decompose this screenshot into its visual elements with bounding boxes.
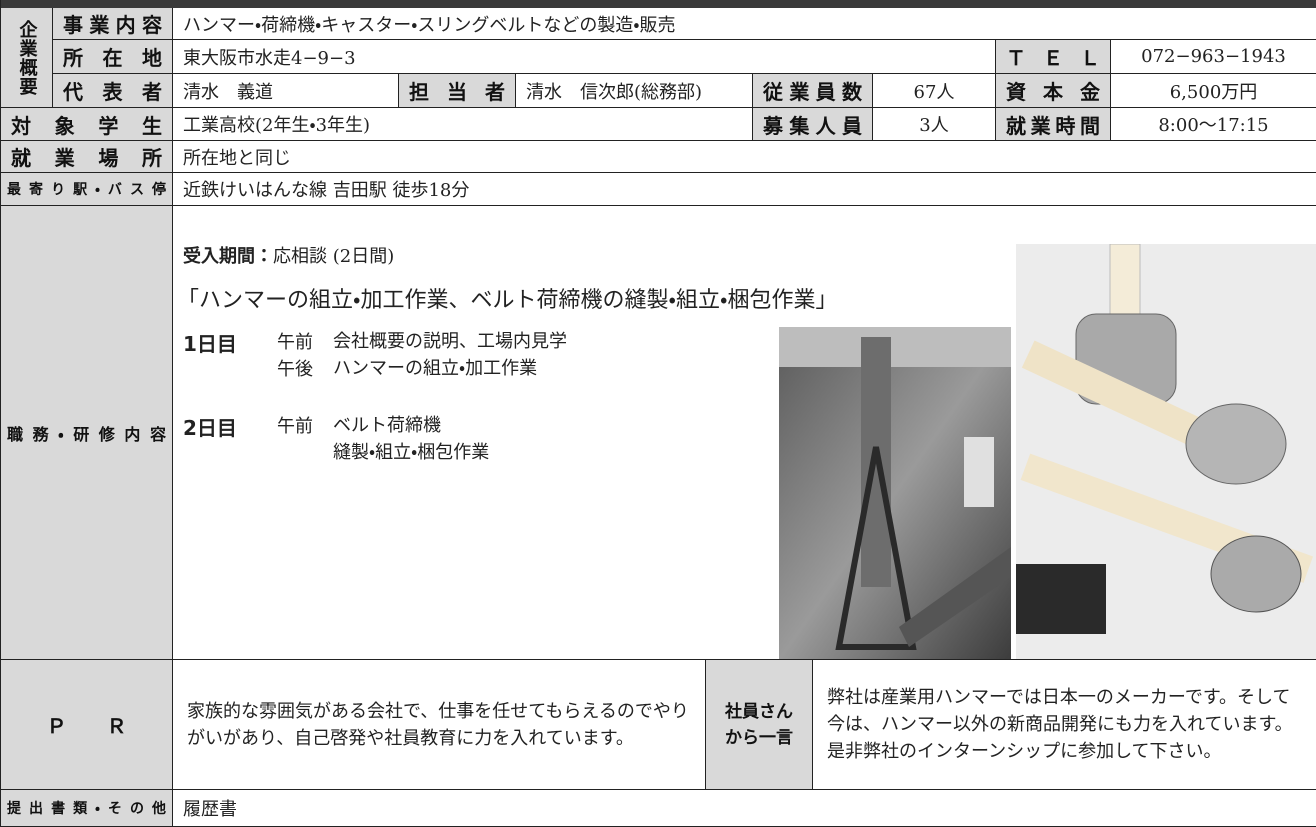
label: Ｐ Ｒ: [1, 660, 173, 790]
value: ハンマー・荷締機・キャスター・スリングベルトなどの製造・販売: [173, 8, 1316, 40]
label: 募集人員: [753, 108, 873, 141]
value: 工業高校(2年生・3年生): [173, 108, 753, 141]
label-text: 資本金: [1006, 80, 1100, 104]
label-text: 募集人員: [763, 113, 862, 138]
header-bar: [1, 0, 1316, 8]
label: 最寄り駅・バス停: [1, 173, 173, 206]
value: 東大阪市水走4−9−3: [173, 40, 996, 74]
label: 従業員数: [753, 74, 873, 108]
label: 代表者: [53, 74, 173, 108]
label: 事業内容: [53, 8, 173, 40]
time: 午前: [277, 416, 313, 437]
day-label: 2日目: [183, 416, 237, 440]
label-text: 提出書類・その他: [7, 801, 166, 817]
label-text: 最寄り駅・バス停: [7, 182, 166, 198]
label-text: 代表者: [63, 80, 162, 104]
label: 職務・研修内容: [1, 206, 173, 660]
period-label: 受入期間：: [183, 246, 273, 267]
label: 対象学生: [1, 108, 173, 141]
section-label: 企業概要: [1, 8, 53, 108]
value: 弊社は産業用ハンマーでは日本一のメーカーです。そして今は、ハンマー以外の新商品開…: [813, 660, 1316, 790]
task: ハンマーの組立・加工作業: [333, 358, 538, 379]
label-text: 就業場所: [11, 146, 162, 170]
training-cell: 受入期間：応相談 (2日間) 「ハンマーの組立・加工作業、ベルト荷締機の縫製・組…: [173, 206, 1316, 660]
value: 8:00〜17:15: [1111, 108, 1316, 141]
value: 家族的な雰囲気がある会社で、仕事を任せてもらえるのでやりがいがあり、自己啓発や社…: [173, 660, 706, 790]
label-text: 職務・研修内容: [7, 424, 166, 444]
label: 社員さんから一言: [706, 660, 813, 790]
value: 67人: [873, 74, 996, 108]
label-text: 就業時間: [1006, 113, 1100, 138]
period: 応相談 (2日間): [273, 246, 395, 267]
label-text: 事業内容: [63, 13, 162, 37]
value: 清水 義道: [173, 74, 399, 108]
value: 072−963−1943: [1111, 40, 1316, 74]
label: 就業場所: [1, 141, 173, 173]
label: 就業時間: [996, 108, 1111, 141]
label: ＴＥＬ: [996, 40, 1111, 74]
label-text: 従業員数: [763, 80, 862, 104]
day-label: 1日目: [183, 332, 237, 356]
value: 清水 信次郎(総務部): [516, 74, 753, 108]
label-text: 対象学生: [11, 113, 162, 138]
value: 3人: [873, 108, 996, 141]
hammer-photo: [1016, 244, 1316, 659]
value: 履歴書: [173, 790, 1316, 827]
label: 所在地: [53, 40, 173, 74]
value: 所在地と同じ: [173, 141, 1316, 173]
label: 担当者: [399, 74, 516, 108]
factory-photo: [779, 327, 1011, 659]
label-text: 所在地: [63, 46, 162, 70]
value: 6,500万円: [1111, 74, 1316, 108]
label-text: ＴＥＬ: [1006, 46, 1100, 70]
value: 近鉄けいはんな線 吉田駅 徒歩18分: [173, 173, 1316, 206]
task: ベルト荷締機 縫製・組立・梱包作業: [333, 415, 490, 463]
label: 提出書類・その他: [1, 790, 173, 827]
theme: 「ハンマーの組立・加工作業、ベルト荷締機の縫製・組立・梱包作業」: [177, 288, 838, 313]
label: 資本金: [996, 74, 1111, 108]
time: 午後: [277, 359, 313, 380]
label-text: 担当者: [409, 80, 505, 104]
task: 会社概要の説明、工場内見学: [333, 331, 567, 352]
time: 午前: [277, 332, 313, 353]
